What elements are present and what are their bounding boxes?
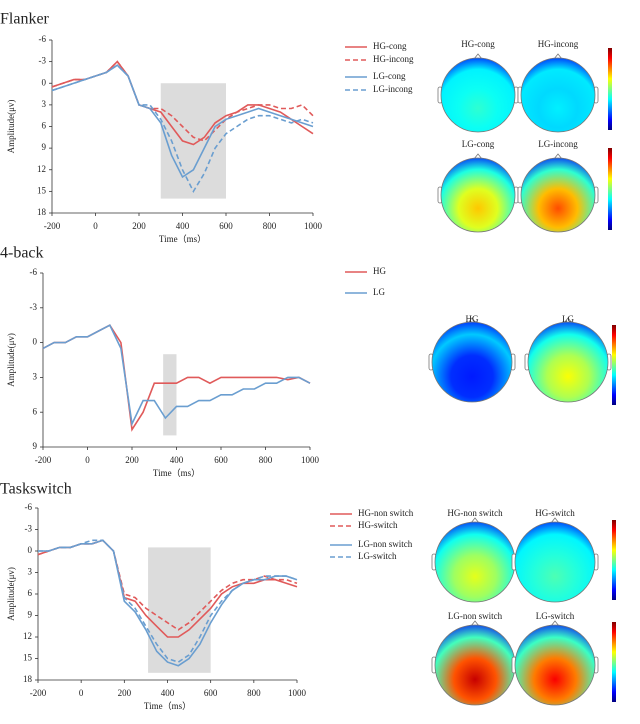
y-tick-label: 18 xyxy=(37,207,47,217)
y-tick-label: 12 xyxy=(23,631,32,641)
y-tick-label: 9 xyxy=(33,441,38,451)
topomap xyxy=(431,321,513,403)
x-tick-label: 800 xyxy=(247,688,261,698)
x-tick-label: 600 xyxy=(214,455,228,465)
y-tick-label: 18 xyxy=(23,674,33,684)
erp-line xyxy=(38,539,298,663)
topomap xyxy=(440,157,516,233)
topomap xyxy=(520,157,596,233)
highlight-window xyxy=(163,354,177,436)
topomap xyxy=(514,624,596,706)
map-label: LG xyxy=(562,314,574,324)
y-tick-label: -3 xyxy=(30,302,38,312)
chart-title: 4-back xyxy=(0,245,44,262)
y-tick-label: -6 xyxy=(39,34,47,44)
colorbar xyxy=(612,622,616,702)
map-label: LG-incong xyxy=(538,139,578,149)
y-tick-label: 15 xyxy=(37,185,47,195)
chart-title: Taskswitch xyxy=(0,481,72,498)
x-tick-label: 400 xyxy=(176,221,190,231)
y-tick-label: 6 xyxy=(28,588,33,598)
legend-label: HG-incong xyxy=(373,54,414,64)
map-label: LG-non switch xyxy=(448,611,503,621)
x-tick-label: 0 xyxy=(79,688,84,698)
x-tick-label: 200 xyxy=(125,455,139,465)
x-tick-label: 1000 xyxy=(288,688,307,698)
legend-label: LG-cong xyxy=(373,71,406,81)
y-tick-label: 3 xyxy=(33,371,38,381)
y-tick-label: 0 xyxy=(42,77,47,87)
legend-label: HG-non switch xyxy=(358,508,414,518)
erp-line xyxy=(51,60,314,142)
x-tick-label: -200 xyxy=(35,455,52,465)
x-tick-label: 600 xyxy=(204,688,218,698)
y-axis-label: Amplitude(μv) xyxy=(6,333,16,387)
colorbar xyxy=(612,520,616,600)
y-tick-label: 9 xyxy=(28,610,33,620)
x-tick-label: -200 xyxy=(44,221,61,231)
x-tick-label: 800 xyxy=(263,221,277,231)
y-tick-label: 9 xyxy=(42,142,47,152)
erp-line xyxy=(42,324,311,427)
legend-label: HG xyxy=(373,266,386,276)
y-axis-label: Amplitude(μv) xyxy=(6,100,16,154)
y-tick-label: 3 xyxy=(28,567,33,577)
map-label: LG-switch xyxy=(536,611,575,621)
y-tick-label: 12 xyxy=(37,164,46,174)
legend-label: HG-cong xyxy=(373,41,407,51)
legend-label: LG-incong xyxy=(373,84,413,94)
x-tick-label: 600 xyxy=(219,221,233,231)
y-tick-label: 0 xyxy=(33,337,38,347)
topomap xyxy=(434,624,516,706)
colorbar xyxy=(608,148,612,230)
y-tick-label: 0 xyxy=(28,545,33,555)
x-tick-label: 0 xyxy=(93,221,98,231)
map-label: HG-cong xyxy=(461,39,495,49)
x-axis-label: Time（ms） xyxy=(159,234,206,244)
legend-label: LG-non switch xyxy=(358,539,413,549)
map-label: HG-switch xyxy=(535,508,575,518)
x-axis-label: Time（ms） xyxy=(144,701,191,711)
y-tick-label: -6 xyxy=(30,267,38,277)
x-tick-label: -200 xyxy=(30,688,47,698)
map-label: LG-cong xyxy=(462,139,495,149)
y-tick-label: -6 xyxy=(25,502,33,512)
erp-line xyxy=(51,64,314,194)
topomap xyxy=(527,321,609,403)
topomap xyxy=(514,521,596,603)
x-tick-label: 200 xyxy=(118,688,132,698)
x-tick-label: 200 xyxy=(132,221,146,231)
y-tick-label: 6 xyxy=(33,406,38,416)
x-tick-label: 1000 xyxy=(304,221,323,231)
legend-label: HG-switch xyxy=(358,520,398,530)
colorbar xyxy=(608,48,612,130)
x-tick-label: 1000 xyxy=(301,455,320,465)
x-axis-label: Time（ms） xyxy=(153,468,200,478)
topomap xyxy=(520,57,596,133)
topomap xyxy=(440,57,516,133)
highlight-window xyxy=(160,83,226,199)
map-label: HG-incong xyxy=(538,39,579,49)
chart-title: Flanker xyxy=(0,11,50,28)
x-tick-label: 0 xyxy=(85,455,90,465)
y-tick-label: -3 xyxy=(39,56,47,66)
y-axis-label: Amplitude(μv) xyxy=(6,567,16,621)
y-tick-label: 15 xyxy=(23,653,33,663)
x-tick-label: 400 xyxy=(161,688,175,698)
legend-label: LG-switch xyxy=(358,551,397,561)
y-tick-label: 3 xyxy=(42,99,47,109)
map-label: HG xyxy=(466,314,479,324)
x-tick-label: 800 xyxy=(259,455,273,465)
highlight-window xyxy=(148,547,211,673)
legend-label: LG xyxy=(373,287,385,297)
colorbar xyxy=(612,325,616,405)
y-tick-label: -3 xyxy=(25,524,33,534)
erp-line xyxy=(51,64,314,179)
topomap xyxy=(434,521,516,603)
y-tick-label: 6 xyxy=(42,121,47,131)
map-label: HG-non switch xyxy=(447,508,503,518)
x-tick-label: 400 xyxy=(170,455,184,465)
